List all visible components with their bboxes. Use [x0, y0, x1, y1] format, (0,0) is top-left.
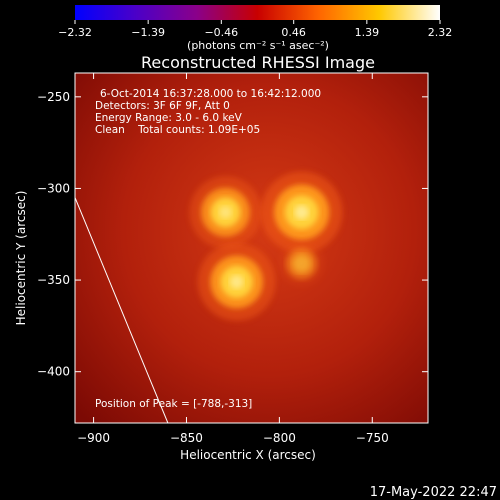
- x-tick-label: −850: [170, 431, 203, 445]
- heatmap-source: [278, 240, 325, 287]
- heatmap-source: [197, 243, 276, 321]
- y-tick-label: −400: [37, 365, 70, 379]
- annotation-peak-position: Position of Peak = [-788,-313]: [95, 398, 252, 410]
- colorbar-tick-label: 2.32: [428, 26, 453, 39]
- colorbar-units-label: (photons cm⁻² s⁻¹ asec⁻²): [187, 39, 329, 52]
- annotation-clean-counts: Clean Total counts: 1.09E+05: [95, 124, 260, 136]
- annotation-detectors: Detectors: 3F 6F 9F, Att 0: [95, 100, 230, 112]
- x-tick-label: −750: [356, 431, 389, 445]
- x-tick-label: −900: [77, 431, 110, 445]
- y-tick-label: −250: [37, 90, 70, 104]
- y-tick-label: −350: [37, 273, 70, 287]
- y-tick-label: −300: [37, 181, 70, 195]
- annotation-block: 6-Oct-2014 16:37:28.000 to 16:42:12.000 …: [95, 88, 321, 410]
- colorbar: [75, 5, 440, 20]
- colorbar-tick-label: −0.46: [204, 26, 238, 39]
- heatmap-sources: [189, 171, 343, 321]
- chart-title: Reconstructed RHESSI Image: [141, 53, 375, 72]
- y-axis-ticks: −250 −300 −350 −400: [37, 90, 428, 379]
- timestamp: 17-May-2022 22:47: [370, 485, 497, 500]
- heatmap-source: [260, 171, 343, 254]
- x-axis-label: Heliocentric X (arcsec): [180, 448, 316, 462]
- colorbar-tick-label: −1.39: [131, 26, 165, 39]
- solar-limb-line: [75, 197, 169, 423]
- annotation-energy-range: Energy Range: 3.0 - 6.0 keV: [95, 112, 243, 124]
- colorbar-tick-label: 0.46: [281, 26, 306, 39]
- heatmap-source: [189, 176, 262, 249]
- plot-frame: [74, 72, 429, 424]
- colorbar-ticks: −2.32 −1.39 −0.46 0.46 1.39 2.32: [58, 20, 452, 39]
- plot-area: [75, 73, 428, 423]
- colorbar-tick-label: −2.32: [58, 26, 92, 39]
- x-tick-label: −800: [263, 431, 296, 445]
- y-axis-label: Heliocentric Y (arcsec): [14, 191, 28, 326]
- x-axis-ticks: −900 −850 −800 −750: [77, 73, 389, 445]
- colorbar-tick-label: 1.39: [355, 26, 380, 39]
- annotation-time-range: 6-Oct-2014 16:37:28.000 to 16:42:12.000: [100, 88, 321, 100]
